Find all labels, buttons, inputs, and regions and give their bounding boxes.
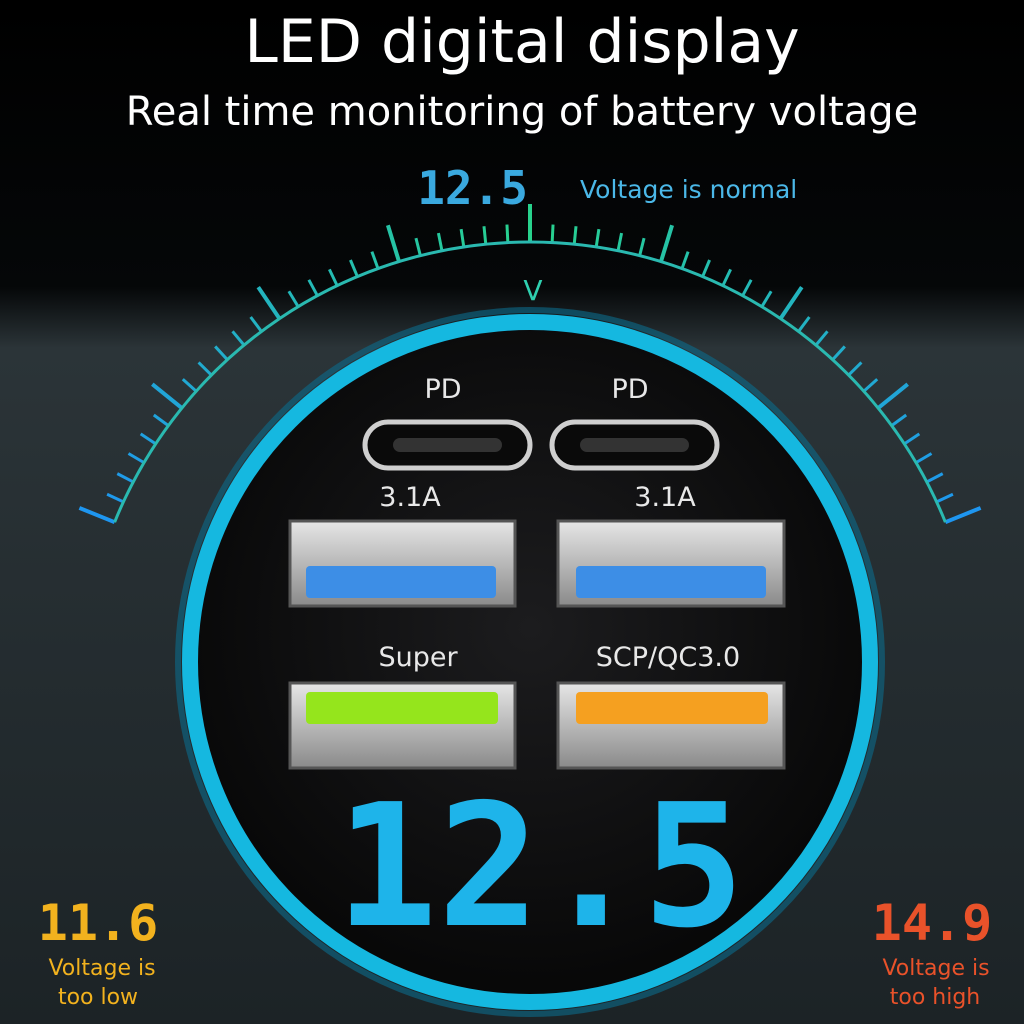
- gauge-tick: [935, 492, 954, 504]
- low-text: Voltage is: [48, 956, 155, 981]
- gauge-tick: [944, 506, 982, 525]
- usb-tongue-blue: [576, 566, 766, 598]
- gauge-tick: [482, 226, 488, 245]
- gauge-tick: [659, 224, 675, 263]
- pointer: V: [523, 274, 542, 307]
- port-label: Super: [378, 642, 458, 673]
- device-ring: [182, 314, 878, 1010]
- low-text: too low: [58, 985, 138, 1010]
- gauge-tick: [116, 472, 134, 484]
- high-text: Voltage is: [882, 956, 989, 981]
- port-label: 3.1A: [379, 482, 441, 513]
- gauge-tick: [594, 228, 601, 248]
- led-display: 12.5: [335, 768, 744, 966]
- title: LED digital display: [244, 7, 799, 77]
- gauge-tick: [550, 224, 555, 243]
- gauge-tick: [831, 345, 846, 361]
- gauge-tick: [231, 330, 246, 347]
- gauge-tick: [106, 492, 125, 504]
- gauge-tick: [414, 237, 422, 256]
- gauge-tick: [436, 232, 444, 252]
- gauge-tick: [797, 316, 811, 333]
- port-label: PD: [424, 374, 461, 405]
- gauge-tick: [505, 224, 510, 243]
- port-label: 3.1A: [634, 482, 696, 513]
- gauge-tick: [385, 224, 401, 263]
- gauge-tick: [862, 378, 879, 393]
- usb-c-tongue: [393, 438, 502, 452]
- gauge-tick: [349, 259, 359, 278]
- gauge-tick: [256, 285, 282, 320]
- usb-c-tongue: [580, 438, 689, 452]
- gauge-tick: [638, 237, 646, 256]
- gauge-tick: [197, 361, 213, 377]
- gauge-tick: [903, 432, 921, 446]
- gauge-tick: [680, 251, 690, 270]
- gauge-tick: [915, 452, 933, 464]
- gauge-tick: [701, 259, 711, 278]
- gauge-tick: [876, 382, 909, 410]
- gauge-tick: [152, 413, 170, 427]
- gauge-tick: [778, 285, 804, 320]
- gauge-tick: [287, 290, 300, 308]
- gauge-tick: [890, 413, 908, 427]
- gauge-tick: [78, 506, 116, 525]
- low-reading: 11.6: [38, 894, 158, 952]
- port-label: PD: [611, 374, 648, 405]
- usb-tongue-green: [306, 692, 498, 724]
- port-label: SCP/QC3.0: [596, 642, 740, 673]
- gauge-tick: [151, 382, 184, 410]
- usb-tongue-orange: [576, 692, 768, 724]
- gauge-tick: [572, 226, 578, 245]
- subtitle: Real time monitoring of battery voltage: [126, 89, 919, 135]
- ring-glow: [175, 307, 885, 1017]
- gauge-tick: [307, 279, 319, 297]
- gauge-tick: [459, 228, 466, 248]
- gauge-tick: [760, 290, 773, 308]
- gauge-tick: [139, 432, 157, 446]
- high-text: too high: [890, 985, 981, 1010]
- gauge-tick: [127, 452, 145, 464]
- high-reading: 14.9: [872, 894, 992, 952]
- usb-tongue-blue: [306, 566, 496, 598]
- gauge-tick: [926, 472, 944, 484]
- gauge-tick: [616, 232, 624, 252]
- gauge-ticks: [78, 204, 982, 525]
- normal-status: Voltage is normal: [580, 175, 797, 204]
- gauge-tick: [181, 378, 198, 393]
- gauge-tick: [721, 268, 732, 287]
- gauge-tick: [328, 268, 339, 287]
- gauge-tick: [249, 316, 263, 333]
- normal-reading: 12.5: [417, 161, 528, 215]
- gauge-tick: [814, 330, 829, 347]
- gauge-tick: [370, 251, 380, 270]
- gauge-tick: [847, 361, 863, 377]
- gauge-tick: [113, 240, 947, 523]
- gauge-tick: [214, 345, 229, 361]
- gauge-tick: [741, 279, 753, 297]
